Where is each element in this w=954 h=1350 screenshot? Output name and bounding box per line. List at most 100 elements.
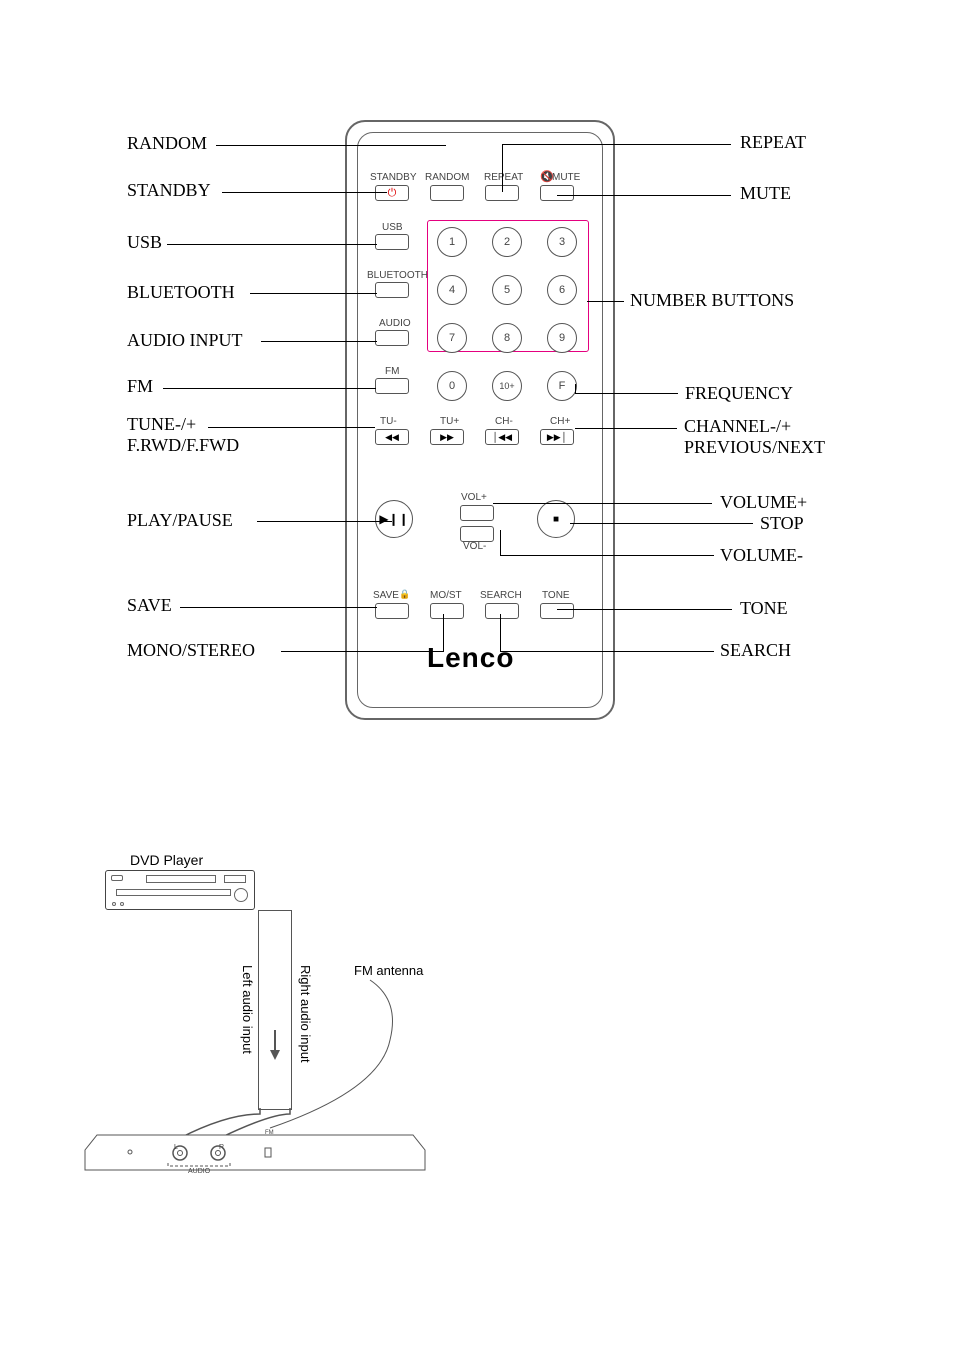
standby-callout: STANDBY [127,180,211,201]
num-8[interactable]: 8 [492,323,522,353]
line-mute [557,195,731,196]
rewind-button[interactable]: ◀◀ [375,429,409,445]
jack-l-label: L [174,1144,178,1151]
line-repeat [502,144,731,145]
tone-callout: TONE [740,598,788,619]
repeat-label: REPEAT [484,172,523,183]
dvd-player-box [105,870,255,910]
line-bluetooth [250,293,377,294]
tune-callout-2: F.RWD/F.FWD [127,435,239,456]
audio-btn-label: AUDIO [379,318,411,329]
num-2[interactable]: 2 [492,227,522,257]
playpause-button[interactable]: ▶❙❙ [375,500,413,538]
line-fm [163,388,376,389]
next-button[interactable]: ▶▶│ [540,429,574,445]
line-frequency [575,393,678,394]
search-label: SEARCH [480,590,522,601]
volplus-label: VOL+ [461,492,487,503]
most-button[interactable] [430,603,464,619]
back-panel [85,1115,425,1175]
line-repeat-v [502,144,503,192]
volplus-button[interactable] [460,505,494,521]
bluetooth-callout: BLUETOOTH [127,282,235,303]
audioinput-callout: AUDIO INPUT [127,330,243,351]
frequency-callout: FREQUENCY [685,383,793,404]
fm-btn-label: FM [385,366,399,377]
num-0[interactable]: 0 [437,371,467,401]
save-lock-icon: 🔒 [399,589,410,600]
ch-plus-label: CH+ [550,416,570,427]
mute-callout: MUTE [740,183,791,204]
line-monostereo [281,651,443,652]
brand-logo: Lenco [427,642,514,674]
volminus-label: VOL- [463,541,486,552]
num-10plus[interactable]: 10+ [492,371,522,401]
num-1[interactable]: 1 [437,227,467,257]
line-search [500,651,714,652]
mute-label: MUTE [552,172,580,183]
line-tune [208,427,375,428]
ch-minus-label: CH- [495,416,513,427]
jack-fm-label: FM [265,1130,274,1136]
fm-callout: FM [127,376,153,397]
fm-antenna-label: FM antenna [354,963,423,978]
volplus-callout: VOLUME+ [720,492,807,513]
random-label: RANDOM [425,172,469,183]
numberbuttons-callout: NUMBER BUTTONS [630,290,794,311]
fm-button[interactable] [375,378,409,394]
save-callout: SAVE [127,595,172,616]
tone-button[interactable] [540,603,574,619]
dvd-player-label: DVD Player [130,852,203,868]
playpause-callout: PLAY/PAUSE [127,510,233,531]
left-audio-input-label: Left audio input [240,965,255,1054]
line-playpause [257,521,392,522]
line-audioinput [261,341,377,342]
stop-button[interactable]: ■ [537,500,575,538]
repeat-callout: REPEAT [740,132,806,153]
standby-label: STANDBY [370,172,417,183]
channel-callout-2: PREVIOUS/NEXT [684,437,825,458]
audio-button[interactable] [375,330,409,346]
line-random [216,145,446,146]
num-4[interactable]: 4 [437,275,467,305]
num-f[interactable]: F [547,371,577,401]
line-save [180,607,377,608]
random-button[interactable] [430,185,464,201]
num-3[interactable]: 3 [547,227,577,257]
num-7[interactable]: 7 [437,323,467,353]
bluetooth-btn-label: BLUETOOTH [367,270,428,281]
tune-callout-1: TUNE-/+ [127,414,196,435]
line-standby [222,192,387,193]
most-label: MO/ST [430,590,462,601]
num-9[interactable]: 9 [547,323,577,353]
stop-callout: STOP [760,513,804,534]
usb-button[interactable] [375,234,409,250]
channel-callout-1: CHANNEL-/+ [684,416,791,437]
bluetooth-button[interactable] [375,282,409,298]
save-label: SAVE [373,590,399,601]
standby-button[interactable]: ⏻ [375,185,409,201]
random-callout: RANDOM [127,133,207,154]
line-channel [575,428,677,429]
mute-button[interactable] [540,185,574,201]
tu-minus-label: TU- [380,416,397,427]
line-volminus [500,555,714,556]
search-button[interactable] [485,603,519,619]
line-frequency-v [575,384,576,394]
line-stop [570,523,753,524]
prev-button[interactable]: │◀◀ [485,429,519,445]
monostereo-callout: MONO/STEREO [127,640,255,661]
usb-btn-label: USB [382,222,403,233]
volminus-button[interactable] [460,526,494,542]
fastfwd-button[interactable]: ▶▶ [430,429,464,445]
line-search-v [500,614,501,652]
volminus-callout: VOLUME- [720,545,803,566]
num-5[interactable]: 5 [492,275,522,305]
jack-audio-label: AUDIO [188,1168,210,1175]
page: STANDBY RANDOM REPEAT MUTE 🔇 ⏻ USB BLUET… [0,0,954,1350]
num-6[interactable]: 6 [547,275,577,305]
line-numbers [587,301,624,302]
remote-outline: STANDBY RANDOM REPEAT MUTE 🔇 ⏻ USB BLUET… [345,120,615,720]
tu-plus-label: TU+ [440,416,459,427]
save-button[interactable] [375,603,409,619]
